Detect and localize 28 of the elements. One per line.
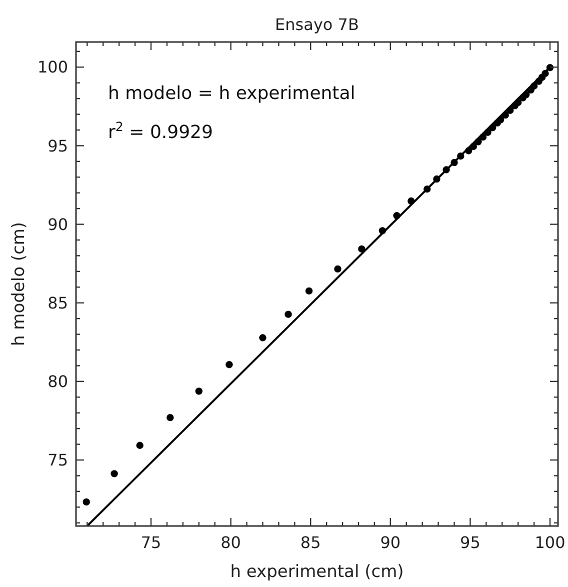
x-tick-label: 75 [140,533,162,552]
y-tick-label: 100 [37,58,68,77]
point [334,265,342,273]
y-tick-label: 90 [48,214,68,234]
x-tick-label: 100 [534,533,566,552]
y-axis-title: h modelo (cm) [9,222,29,346]
x-tick-label: 80 [220,533,241,552]
point [284,310,292,318]
point [305,287,313,295]
point [166,414,174,422]
point [226,361,233,368]
y-tick-label: 75 [48,450,68,470]
point [110,470,118,478]
annotation: r$^{2}$ = 0.9929 [108,118,213,143]
y-tick-label: 85 [48,293,68,312]
x-tick-label: 85 [300,533,321,552]
point [195,388,202,395]
point [358,245,366,253]
x-tick-label: 90 [380,533,401,552]
x-tick-label: 95 [460,533,480,552]
x-axis-title: h experimental (cm) [230,562,404,582]
point [259,334,266,342]
annotation: h modelo = h experimental [108,83,356,104]
y-tick-label: 95 [48,136,68,156]
point [82,498,90,506]
point [136,442,144,449]
chart-title: Ensayo 7B [275,15,359,34]
y-tick-label: 80 [48,372,68,392]
